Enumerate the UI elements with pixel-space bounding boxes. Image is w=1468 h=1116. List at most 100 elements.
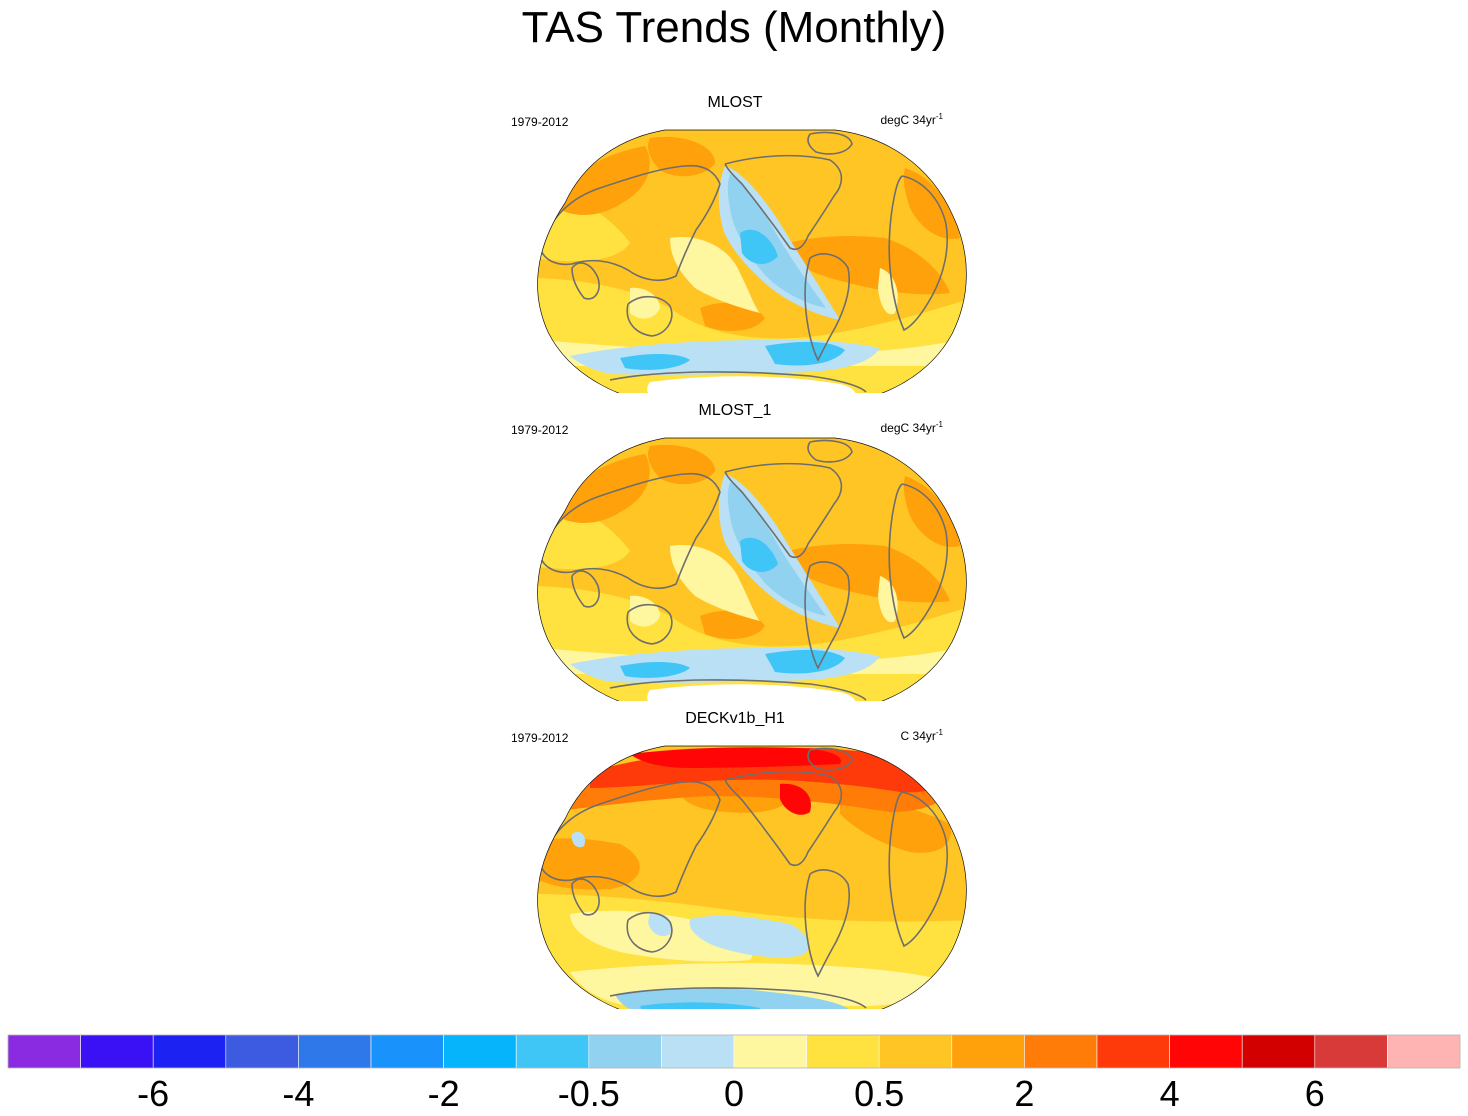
- map-group: [537, 745, 967, 1009]
- trend-region: [878, 576, 898, 623]
- trend-region: [780, 783, 811, 815]
- colorbar-swatch: [515, 1034, 590, 1069]
- colorbar-tick-label: -4: [282, 1073, 315, 1114]
- panel-units: degC 34yr-1: [881, 417, 944, 436]
- units-text: C 34yr: [900, 729, 936, 743]
- colorbar-tick-label: 6: [1304, 1073, 1325, 1114]
- trend-region: [670, 545, 760, 621]
- coastline-india: [571, 878, 600, 916]
- panel-title: MLOST: [707, 94, 763, 111]
- map-field: [537, 130, 967, 393]
- units-text: degC 34yr: [880, 113, 936, 127]
- coastline-north-america: [724, 770, 843, 867]
- colorbar-tick-label: 0.5: [854, 1073, 905, 1114]
- trend-region: [640, 1002, 760, 1009]
- units-exponent: -1: [935, 728, 943, 737]
- colorbar-tick-label: 4: [1159, 1073, 1180, 1114]
- coastline-north-america: [724, 154, 843, 251]
- coastline-eurasia: [539, 164, 721, 282]
- trend-region: [571, 831, 586, 848]
- panel-units: C 34yr-1: [901, 725, 943, 744]
- colorbar-swatch: [588, 1034, 662, 1069]
- map-mlost-1: [537, 437, 967, 701]
- antarctica-missing: [647, 376, 856, 393]
- units-exponent: -1: [935, 112, 943, 121]
- colorbar-swatch: [152, 1034, 227, 1069]
- map-panel-mlost-1: MLOST_1 1979-2012 degC 34yr-1: [500, 401, 970, 701]
- colorbar-swatch: [806, 1034, 880, 1069]
- antarctica-missing: [647, 684, 856, 701]
- trend-region: [550, 454, 650, 524]
- coastline-australia: [626, 911, 673, 953]
- coastline-eurasia: [539, 472, 721, 590]
- colorbar-swatch: [298, 1034, 372, 1069]
- colorbar-tick-label: 2: [1014, 1073, 1035, 1114]
- main-title: TAS Trends (Monthly): [521, 3, 947, 52]
- map-frame: [537, 745, 967, 1009]
- panel-period: 1979-2012: [511, 731, 569, 745]
- colorbar-tick-label: -6: [137, 1073, 170, 1114]
- coastline-north-america: [724, 462, 843, 559]
- trend-region: [770, 544, 950, 603]
- colorbar-swatch: [370, 1034, 444, 1069]
- colorbar-swatch: [1314, 1034, 1388, 1069]
- colorbar-border: [7, 1034, 1461, 1069]
- trend-region: [648, 913, 672, 937]
- coastline-antarctica: [609, 987, 867, 1009]
- colorbar-swatch: [1387, 1034, 1461, 1069]
- coastline-australia: [626, 295, 673, 337]
- coastline-australia: [626, 603, 673, 645]
- coastline-greenland: [807, 131, 853, 155]
- map-frame: [537, 437, 967, 701]
- colorbar-swatch: [1241, 1034, 1316, 1069]
- colorbar-swatch: [1024, 1034, 1098, 1069]
- trend-region: [615, 987, 850, 1009]
- colorbar-swatch: [951, 1034, 1025, 1069]
- colorbar-swatch: [225, 1034, 299, 1069]
- colorbar-swatch: [80, 1034, 154, 1069]
- trend-region: [550, 146, 650, 216]
- colorbar-swatch: [7, 1034, 81, 1069]
- colorbar-swatch: [1169, 1034, 1243, 1069]
- map-mlost: [537, 129, 967, 393]
- colorbar-tick-label: 0: [723, 1073, 745, 1114]
- trend-region: [630, 747, 841, 768]
- coastline-india: [571, 570, 600, 608]
- units-exponent: -1: [935, 420, 943, 429]
- trend-region: [727, 174, 826, 308]
- coastline-europe-africa: [888, 175, 949, 332]
- map-panel-mlost: MLOST 1979-2012 degC 34yr-1: [500, 93, 970, 393]
- map-deckv1b-h1: [537, 745, 967, 1009]
- trend-region: [630, 287, 660, 319]
- coastline-europe-africa: [888, 483, 949, 640]
- trend-region: [878, 268, 898, 315]
- coastline-south-america: [804, 869, 851, 978]
- units-text: degC 34yr: [880, 421, 936, 435]
- colorbar-swatch: [661, 1034, 735, 1069]
- panel-units: degC 34yr-1: [881, 109, 944, 128]
- coastline-india: [571, 262, 600, 300]
- trend-region: [620, 662, 690, 678]
- colorbar-swatch: [443, 1034, 517, 1069]
- trend-region: [740, 537, 778, 572]
- colorbar-swatch: [1096, 1034, 1170, 1069]
- trend-region: [537, 838, 640, 890]
- coastline-antarctica: [609, 371, 867, 393]
- map-field: [537, 438, 967, 701]
- coastline-eurasia: [539, 780, 721, 898]
- map-panel-deckv1b-h1: DECKv1b_H1 1979-2012 C 34yr-1: [500, 709, 970, 1009]
- panel-title: MLOST_1: [698, 402, 772, 419]
- coastline-europe-africa: [888, 791, 949, 948]
- map-field: [537, 746, 967, 1009]
- map-group: [537, 129, 967, 393]
- colorbar-tick-label: -0.5: [557, 1073, 620, 1114]
- colorbar-swatch: [878, 1034, 953, 1069]
- trend-region: [630, 595, 660, 627]
- map-group: [537, 437, 967, 701]
- coastline-south-america: [804, 253, 851, 362]
- coastline-south-america: [804, 561, 851, 670]
- panel-period: 1979-2012: [511, 115, 569, 129]
- trend-region: [620, 354, 690, 370]
- colorbar: [7, 1034, 1461, 1069]
- trend-region: [670, 237, 760, 313]
